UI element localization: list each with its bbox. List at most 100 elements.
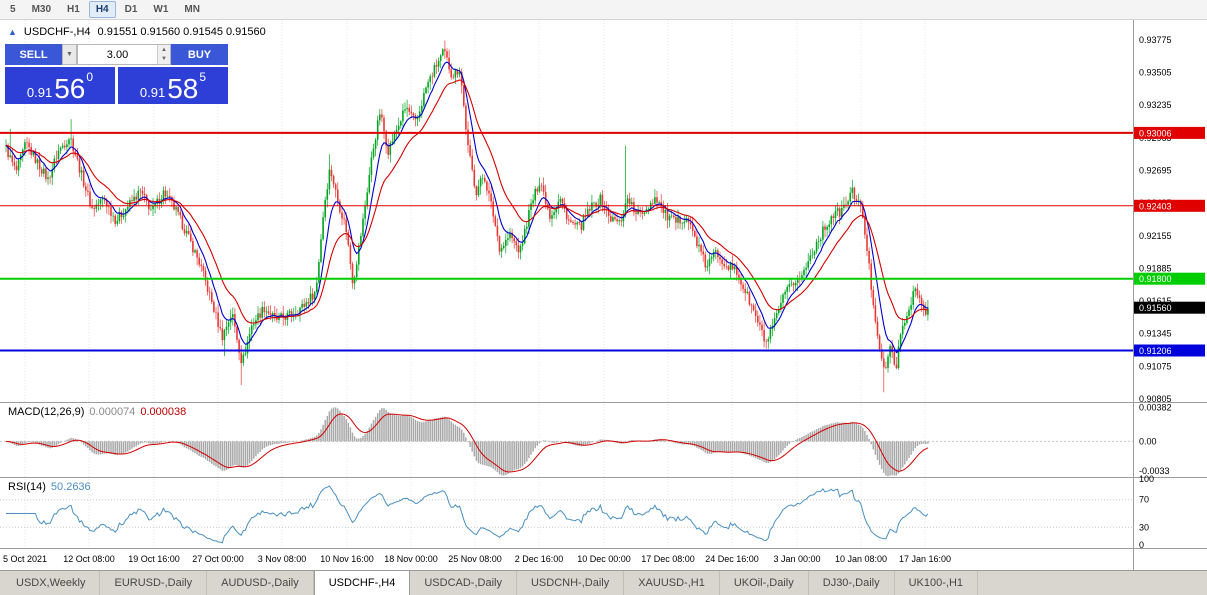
spin-down-icon[interactable]: ▼ (158, 54, 170, 64)
level-price-label-0.91206: 0.91206 (1134, 344, 1205, 357)
svg-text:17 Dec 08:00: 17 Dec 08:00 (641, 554, 695, 564)
horizontal-levels[interactable] (0, 131, 1133, 352)
buy-price-big: 58 (167, 73, 199, 105)
svg-text:27 Oct 00:00: 27 Oct 00:00 (192, 554, 244, 564)
sell-price-sup: 0 (86, 70, 94, 84)
chart-tab-USDCHF-H4[interactable]: USDCHF-,H4 (313, 570, 411, 595)
chart-tab-AUDUSD-Daily[interactable]: AUDUSD-,Daily (207, 571, 314, 595)
svg-text:0.91345: 0.91345 (1139, 329, 1172, 339)
chart-tab-USDCNH-Daily[interactable]: USDCNH-,Daily (517, 571, 625, 595)
svg-text:0.92155: 0.92155 (1139, 231, 1172, 241)
level-price-label-0.92403: 0.92403 (1134, 199, 1205, 212)
svg-text:100: 100 (1139, 474, 1154, 484)
volume-field[interactable]: 3.00 ▲ ▼ (77, 44, 171, 65)
ma-fast-line (5, 61, 928, 354)
svg-text:0.91800: 0.91800 (1139, 274, 1172, 284)
macd-signal-value: 0.000038 (140, 406, 187, 418)
one-click-trade-panel: SELL ▼ 3.00 ▲ ▼ BUY 0.91 56 0 0.91 58 5 (5, 44, 228, 104)
chart-tab-USDX-Weekly[interactable]: USDX,Weekly (2, 571, 101, 595)
svg-text:10 Dec 00:00: 10 Dec 00:00 (577, 554, 631, 564)
timeframe-button-H1[interactable]: H1 (67, 4, 80, 15)
svg-text:0.93006: 0.93006 (1139, 128, 1172, 138)
chart-ohlc: 0.91551 0.91560 0.91545 0.91560 (97, 26, 266, 38)
buy-price-prefix: 0.91 (139, 85, 166, 101)
svg-text:2 Dec 16:00: 2 Dec 16:00 (515, 554, 564, 564)
sell-price-prefix: 0.91 (26, 85, 53, 101)
time-axis: 5 Oct 2021 12 Oct 08:00 19 Oct 16:00 27 Oct… (3, 554, 951, 564)
svg-text:18 Nov 00:00: 18 Nov 00:00 (384, 554, 438, 564)
svg-text:12 Oct 08:00: 12 Oct 08:00 (63, 554, 115, 564)
svg-text:30: 30 (1139, 522, 1149, 532)
buy-price-display[interactable]: 0.91 58 5 (118, 67, 228, 104)
volume-dropdown-button[interactable]: ▼ (62, 44, 77, 65)
spin-up-icon[interactable]: ▲ (158, 45, 170, 55)
timeframe-button-MN[interactable]: MN (184, 4, 200, 15)
svg-text:10 Nov 16:00: 10 Nov 16:00 (320, 554, 374, 564)
chart-tab-USDCAD-Daily[interactable]: USDCAD-,Daily (410, 571, 517, 595)
svg-text:0.93775: 0.93775 (1139, 35, 1172, 45)
chart-header: ▲ USDCHF-,H4 0.91551 0.91560 0.91545 0.9… (8, 26, 266, 38)
level-price-label-0.91800: 0.91800 (1134, 272, 1205, 285)
macd-signal-line (5, 413, 929, 473)
timeframe-button-W1[interactable]: W1 (153, 4, 169, 15)
chart-tabbar: USDX,Weekly EURUSD-,Daily AUDUSD-,Daily USD… (0, 570, 1207, 595)
volume-stepper: ▲ ▼ (157, 45, 170, 64)
svg-text:3 Nov 08:00: 3 Nov 08:00 (258, 554, 307, 564)
svg-text:-0.0033: -0.0033 (1139, 466, 1170, 476)
rsi-indicator-label: RSI(14) 50.2636 (8, 481, 91, 493)
macd-name: MACD(12,26,9) (8, 406, 85, 418)
chart-tab-DJ30-Daily[interactable]: DJ30-,Daily (809, 571, 895, 595)
ma-slow-line (5, 79, 928, 324)
bid-price-label: 0.91560 (1134, 301, 1205, 314)
svg-text:3 Jan 00:00: 3 Jan 00:00 (773, 554, 820, 564)
price-chart-canvas[interactable]: 0.937750.935050.932350.929650.926950.924… (0, 20, 1207, 570)
svg-text:70: 70 (1139, 495, 1149, 505)
timeframe-button-M30[interactable]: M30 (31, 4, 52, 15)
macd-main-value: 0.000074 (89, 406, 136, 418)
timeframe-button-D1[interactable]: D1 (124, 4, 138, 15)
svg-text:25 Nov 08:00: 25 Nov 08:00 (448, 554, 502, 564)
svg-text:0.00382: 0.00382 (1139, 402, 1172, 412)
chart-tab-UK100-H1[interactable]: UK100-,H1 (895, 571, 979, 595)
chart-symbol: USDCHF-,H4 (23, 26, 91, 38)
svg-text:5 Oct 2021: 5 Oct 2021 (3, 554, 47, 564)
svg-text:19 Oct 16:00: 19 Oct 16:00 (128, 554, 180, 564)
svg-text:10 Jan 08:00: 10 Jan 08:00 (835, 554, 887, 564)
chart-symbol-icon: ▲ (8, 27, 17, 37)
macd-indicator-label: MACD(12,26,9) 0.000074 0.000038 (8, 406, 186, 418)
svg-text:0.91885: 0.91885 (1139, 263, 1172, 273)
svg-text:0.91075: 0.91075 (1139, 361, 1172, 371)
chart-tab-XAUUSD-H1[interactable]: XAUUSD-,H1 (624, 571, 720, 595)
timeframe-button-H4[interactable]: H4 (88, 1, 116, 18)
sell-price-display[interactable]: 0.91 56 0 (5, 67, 115, 104)
rsi-name: RSI(14) (8, 481, 46, 493)
chart-tab-EURUSD-Daily[interactable]: EURUSD-,Daily (100, 571, 208, 595)
rsi-line (6, 485, 929, 544)
svg-text:17 Jan 16:00: 17 Jan 16:00 (899, 554, 951, 564)
svg-text:24 Dec 16:00: 24 Dec 16:00 (705, 554, 759, 564)
svg-text:0.92403: 0.92403 (1139, 201, 1172, 211)
sell-price-big: 56 (54, 73, 86, 105)
sell-button[interactable]: SELL (5, 44, 62, 65)
buy-price-sup: 5 (199, 70, 207, 84)
svg-text:0.90805: 0.90805 (1139, 394, 1172, 404)
svg-text:0: 0 (1139, 540, 1144, 550)
buy-button[interactable]: BUY (171, 44, 228, 65)
svg-text:0.00: 0.00 (1139, 436, 1157, 446)
timeframe-button-5[interactable]: 5 (10, 4, 16, 15)
volume-value[interactable]: 3.00 (106, 48, 129, 61)
timeframe-toolbar: 5 M30 H1 H4 D1 W1 MN (0, 0, 1207, 20)
rsi-value: 50.2636 (50, 481, 91, 493)
grid-lines (24, 20, 926, 548)
svg-text:0.92695: 0.92695 (1139, 166, 1172, 176)
svg-text:0.93505: 0.93505 (1139, 68, 1172, 78)
rsi-axis: 100 70 30 0 (1139, 474, 1154, 550)
svg-text:0.91560: 0.91560 (1139, 303, 1172, 313)
level-price-label-0.93006: 0.93006 (1134, 126, 1205, 139)
panel-separators (0, 20, 1207, 570)
svg-text:0.91206: 0.91206 (1139, 346, 1172, 356)
svg-text:0.93235: 0.93235 (1139, 100, 1172, 110)
chevron-down-icon: ▼ (66, 51, 73, 58)
chart-tab-UKOil-Daily[interactable]: UKOil-,Daily (720, 571, 809, 595)
